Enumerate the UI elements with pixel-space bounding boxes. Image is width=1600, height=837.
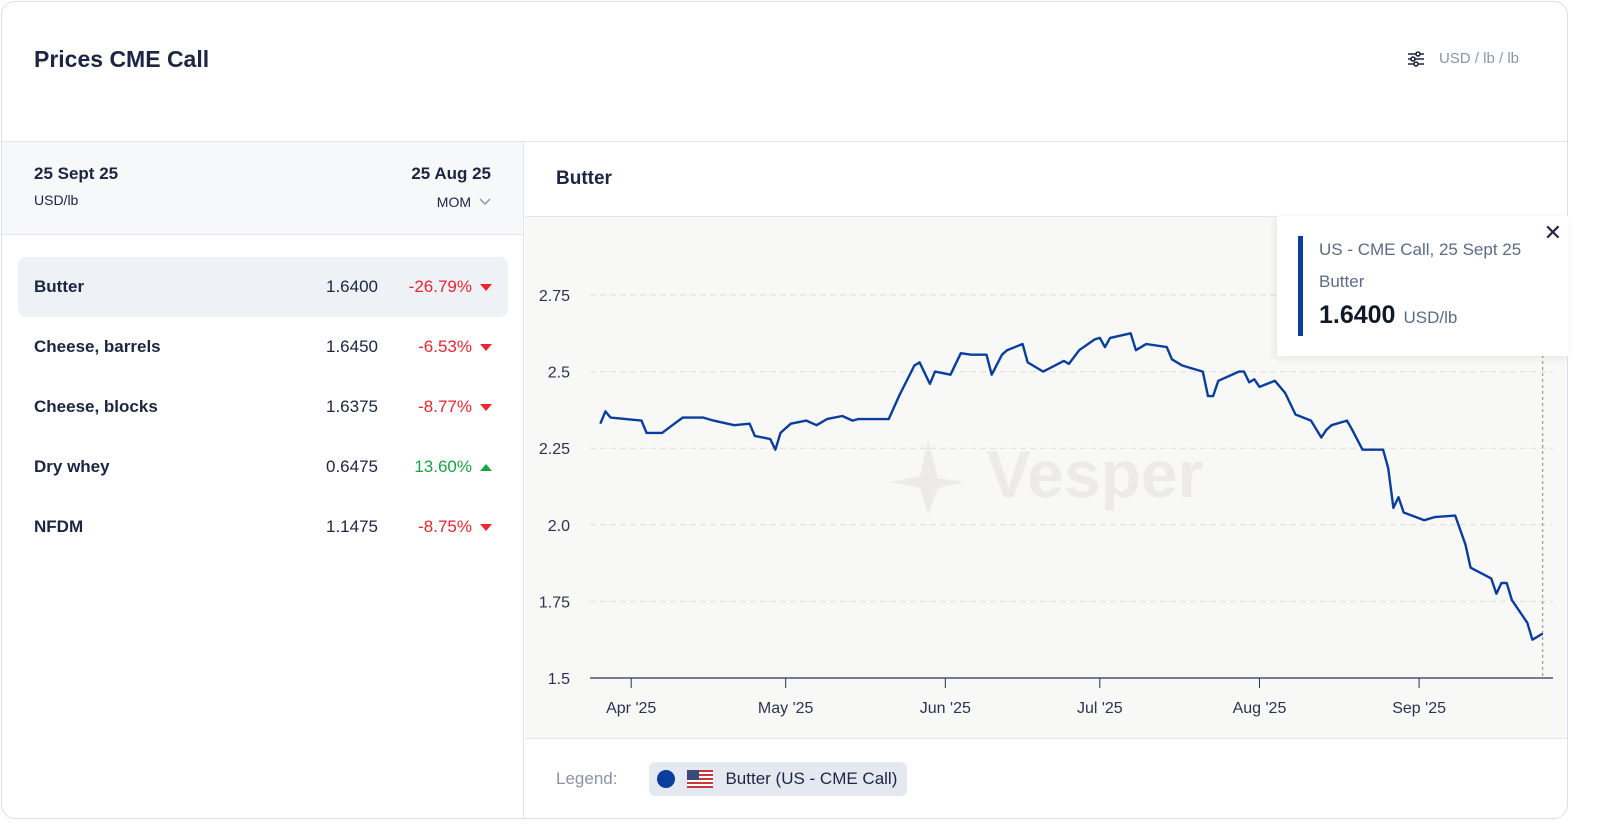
us-flag-icon <box>687 770 714 788</box>
current-date: 25 Sept 25 <box>34 164 119 183</box>
tooltip-product: Butter <box>1319 272 1365 291</box>
product-row[interactable]: NFDM 1.1475 -8.75% <box>18 497 508 557</box>
legend: Legend: Butter (US - CME Call) <box>556 762 908 796</box>
chevron-down-icon <box>479 198 491 205</box>
x-tick-label: Jun '25 <box>920 700 971 717</box>
arrow-down-icon <box>480 403 492 411</box>
compare-date: 25 Aug 25 <box>411 164 491 183</box>
arrow-down-icon <box>480 523 492 531</box>
y-tick-label: 2.25 <box>539 441 570 458</box>
close-icon[interactable]: ✕ <box>1543 220 1562 245</box>
compare-mode-label: MOM <box>436 194 471 210</box>
product-value: 1.6375 <box>326 397 378 416</box>
x-tick-label: May '25 <box>758 700 814 717</box>
x-tick-label: Jul '25 <box>1077 700 1123 717</box>
list-header: 25 Sept 25 USD/lb 25 Aug 25 MOM <box>2 142 523 235</box>
y-tick-label: 2.0 <box>548 518 570 535</box>
product-name: Dry whey <box>34 457 110 476</box>
legend-series-name: Butter (US - CME Call) <box>725 769 898 788</box>
tooltip-series-bar <box>1298 236 1303 336</box>
product-change: -8.77% <box>418 397 472 416</box>
x-tick-label: Aug '25 <box>1233 700 1287 717</box>
product-change: 13.60% <box>414 457 472 476</box>
arrow-down-icon <box>480 283 492 291</box>
series-line-butter <box>599 332 1544 641</box>
y-tick-label: 2.5 <box>548 365 570 382</box>
units-label: USD / lb / lb <box>1438 50 1519 67</box>
watermark: Vesper <box>987 437 1204 511</box>
product-value: 1.6400 <box>326 277 378 296</box>
prices-card: Prices CME Call USD / lb / lb 25 Sept 25… <box>1 1 1568 819</box>
product-change: -8.75% <box>418 517 472 536</box>
product-change: -26.79% <box>408 277 472 296</box>
product-list-panel: 25 Sept 25 USD/lb 25 Aug 25 MOM Butter 1… <box>2 142 524 818</box>
product-row[interactable]: Cheese, blocks 1.6375 -8.77% <box>18 377 508 437</box>
tooltip-source: US - CME Call, 25 Sept 25 <box>1319 240 1522 259</box>
divider <box>2 141 1567 142</box>
x-tick-label: Apr '25 <box>606 700 656 717</box>
x-tick-label: Sep '25 <box>1392 700 1446 717</box>
product-value: 1.6450 <box>326 337 378 356</box>
arrow-down-icon <box>480 343 492 351</box>
units-selector[interactable]: USD / lb / lb <box>1407 50 1519 67</box>
chart-tooltip: US - CME Call, 25 Sept 25 Butter 1.6400 U… <box>1277 216 1568 356</box>
y-tick-label: 2.75 <box>539 288 570 305</box>
tooltip-value: 1.6400 <box>1319 301 1396 329</box>
product-name: Cheese, barrels <box>34 337 161 356</box>
product-row[interactable]: Cheese, barrels 1.6450 -6.53% <box>18 317 508 377</box>
series-color-dot <box>657 770 676 788</box>
product-value: 1.1475 <box>326 517 378 536</box>
watermark-logo-icon <box>890 440 965 515</box>
compare-mode-dropdown[interactable]: MOM <box>437 194 491 210</box>
product-value: 0.6475 <box>326 457 378 476</box>
product-name: NFDM <box>34 517 84 536</box>
y-tick-label: 1.5 <box>548 671 570 688</box>
unit-label: USD/lb <box>34 192 79 208</box>
legend-label: Legend: <box>556 769 618 788</box>
product-name: Butter <box>34 277 85 296</box>
tooltip-unit: USD/lb <box>1403 308 1458 327</box>
product-name: Cheese, blocks <box>34 397 158 416</box>
arrow-up-icon <box>480 463 492 471</box>
sliders-icon[interactable] <box>1407 50 1425 67</box>
legend-item-butter[interactable]: Butter (US - CME Call) <box>649 762 908 796</box>
product-row[interactable]: Dry whey 0.6475 13.60% <box>18 437 508 497</box>
page-title: Prices CME Call <box>34 46 210 72</box>
chart-title: Butter <box>556 168 612 189</box>
y-tick-label: 1.75 <box>539 594 570 611</box>
product-row[interactable]: Butter 1.6400 -26.79% <box>18 257 508 317</box>
product-change: -6.53% <box>418 337 472 356</box>
